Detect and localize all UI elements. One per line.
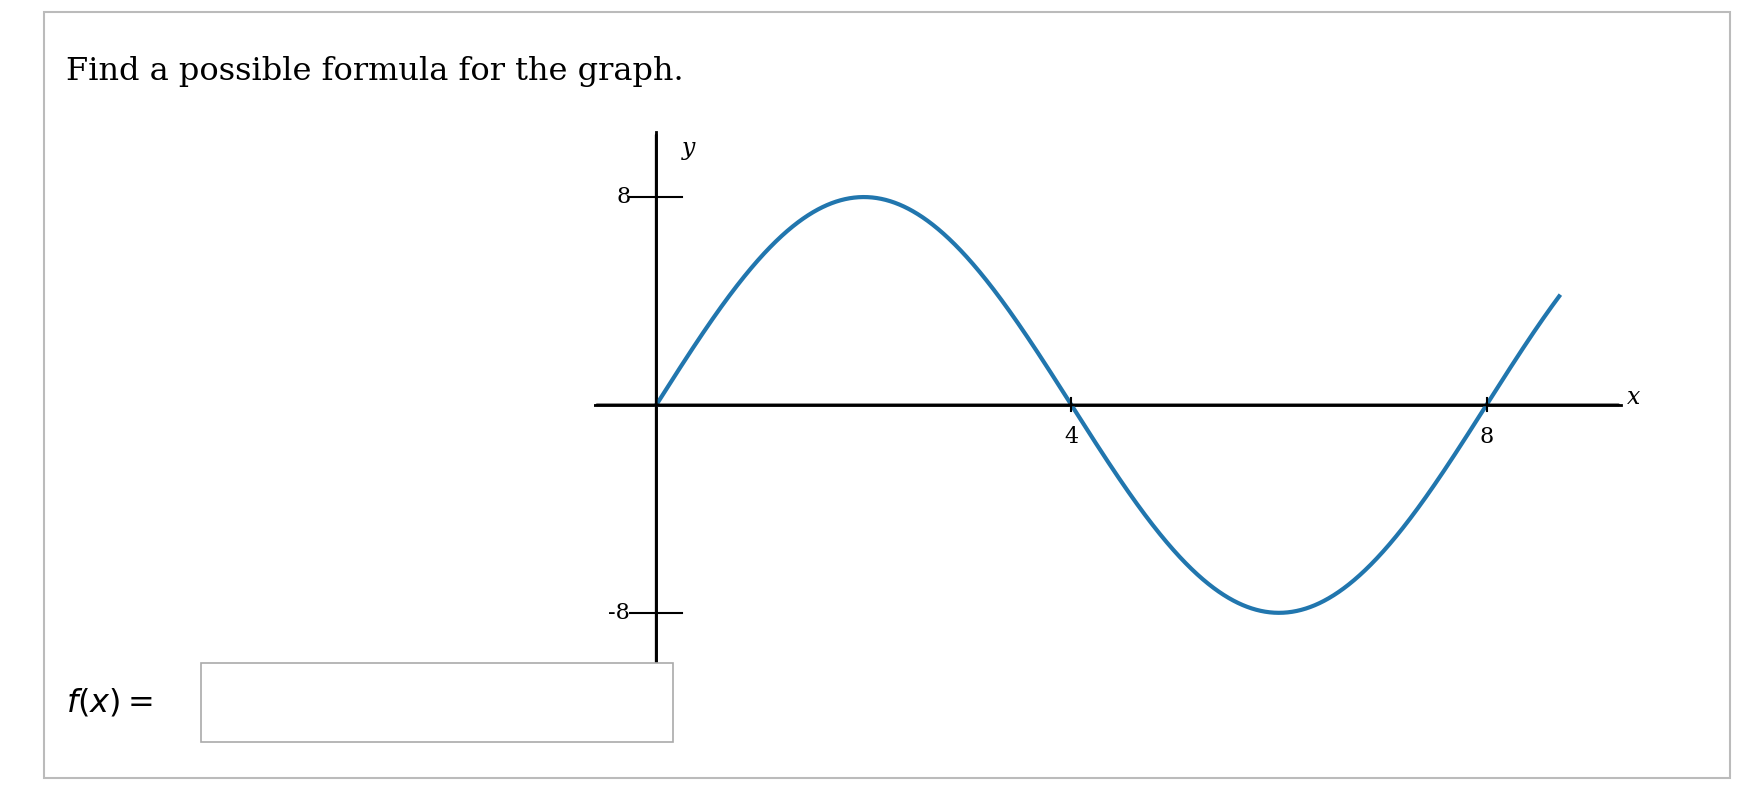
Text: Find a possible formula for the graph.: Find a possible formula for the graph. xyxy=(66,56,685,87)
Text: x: x xyxy=(1626,386,1640,409)
Text: 8: 8 xyxy=(617,186,631,208)
Text: 4: 4 xyxy=(1064,426,1078,448)
Text: $f(x) =$: $f(x) =$ xyxy=(66,687,154,719)
Text: -8: -8 xyxy=(608,602,631,624)
Text: 8: 8 xyxy=(1480,426,1494,448)
Text: y: y xyxy=(681,137,695,160)
